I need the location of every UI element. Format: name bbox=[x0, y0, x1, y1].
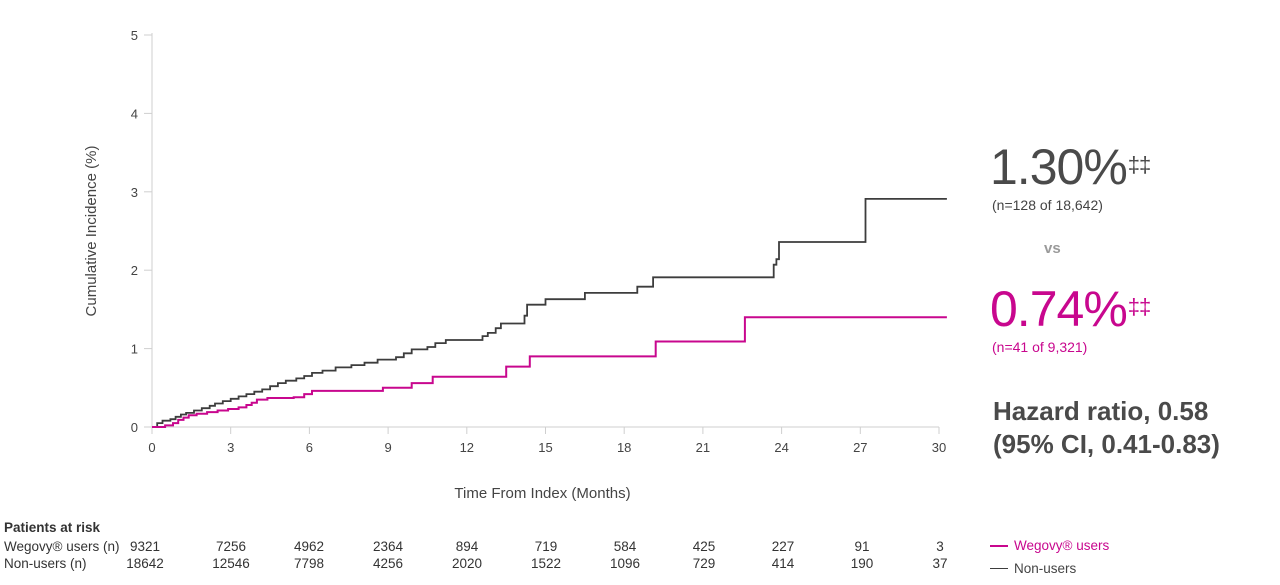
y-tick-label: 0 bbox=[131, 420, 138, 435]
legend-item-wegovy: Wegovy® users bbox=[990, 538, 1109, 553]
risk-value-wegovy: 91 bbox=[854, 539, 870, 554]
wegovy-pct-value: 0.74% bbox=[990, 281, 1128, 337]
risk-table-title: Patients at risk bbox=[4, 520, 101, 535]
series-line-nonusers bbox=[152, 198, 947, 428]
x-axis-label: Time From Index (Months) bbox=[454, 485, 630, 502]
wegovy-count: (n=41 of 9,321) bbox=[992, 339, 1088, 355]
risk-value-nonusers: 414 bbox=[771, 556, 795, 571]
risk-value-wegovy: 2364 bbox=[372, 539, 404, 554]
x-tick-label: 12 bbox=[460, 440, 474, 455]
y-tick-label: 3 bbox=[131, 185, 138, 200]
risk-value-nonusers: 18642 bbox=[126, 556, 164, 571]
legend-label-nonusers: Non-users bbox=[1014, 561, 1077, 576]
legend-swatch-nonusers bbox=[990, 567, 1008, 570]
x-tick-label: 21 bbox=[696, 440, 710, 455]
risk-row-label-wegovy: Wegovy® users (n) bbox=[4, 539, 120, 554]
risk-value-wegovy: 894 bbox=[455, 539, 479, 554]
risk-value-wegovy: 719 bbox=[534, 539, 558, 554]
y-tick-label: 5 bbox=[131, 28, 138, 43]
risk-value-nonusers: 37 bbox=[932, 556, 948, 571]
x-tick-label: 9 bbox=[384, 440, 391, 455]
risk-value-nonusers: 4256 bbox=[372, 556, 404, 571]
series-line-wegovy bbox=[152, 316, 947, 428]
nonusers-count: (n=128 of 18,642) bbox=[992, 197, 1103, 213]
risk-value-nonusers: 7798 bbox=[293, 556, 325, 571]
confidence-interval-line: (95% CI, 0.41-0.83) bbox=[993, 429, 1220, 459]
risk-value-nonusers: 1096 bbox=[609, 556, 641, 571]
wegovy-footnote-mark: ‡‡ bbox=[1127, 294, 1152, 319]
y-axis-label: Cumulative Incidence (%) bbox=[83, 146, 100, 317]
risk-value-wegovy: 227 bbox=[771, 539, 795, 554]
risk-value-nonusers: 1522 bbox=[530, 556, 562, 571]
y-tick-label: 4 bbox=[131, 106, 138, 121]
y-tick-label: 1 bbox=[131, 342, 138, 357]
legend-label-wegovy: Wegovy® users bbox=[1014, 538, 1110, 553]
risk-value-nonusers: 12546 bbox=[212, 556, 250, 571]
legend-swatch-wegovy bbox=[990, 544, 1008, 547]
y-tick-label: 2 bbox=[131, 263, 138, 278]
risk-row-label-nonusers: Non-users (n) bbox=[4, 556, 87, 571]
x-tick-label: 18 bbox=[617, 440, 631, 455]
vs-label: vs bbox=[1044, 240, 1061, 257]
nonusers-percentage: 1.30%‡‡ bbox=[990, 139, 1152, 195]
x-tick-label: 15 bbox=[538, 440, 552, 455]
risk-value-wegovy: 4962 bbox=[293, 539, 325, 554]
risk-value-wegovy: 9321 bbox=[129, 539, 161, 554]
x-tick-label: 0 bbox=[148, 440, 155, 455]
x-tick-label: 6 bbox=[306, 440, 313, 455]
risk-value-wegovy: 425 bbox=[692, 539, 716, 554]
risk-value-wegovy: 584 bbox=[613, 539, 637, 554]
x-tick-label: 24 bbox=[774, 440, 788, 455]
x-tick-label: 3 bbox=[227, 440, 234, 455]
x-tick-label: 30 bbox=[932, 440, 946, 455]
risk-value-wegovy: 3 bbox=[936, 539, 944, 554]
risk-value-nonusers: 2020 bbox=[451, 556, 483, 571]
x-tick-label: 27 bbox=[853, 440, 867, 455]
wegovy-percentage: 0.74%‡‡ bbox=[990, 281, 1152, 337]
nonusers-pct-value: 1.30% bbox=[990, 139, 1128, 195]
nonusers-footnote-mark: ‡‡ bbox=[1127, 152, 1152, 177]
hazard-ratio-line: Hazard ratio, 0.58 bbox=[993, 396, 1209, 426]
risk-value-nonusers: 729 bbox=[692, 556, 716, 571]
hazard-ratio: Hazard ratio, 0.58 (95% CI, 0.41-0.83) bbox=[993, 395, 1220, 461]
risk-value-nonusers: 190 bbox=[850, 556, 874, 571]
legend-item-nonusers: Non-users bbox=[990, 561, 1076, 576]
risk-value-wegovy: 7256 bbox=[215, 539, 247, 554]
